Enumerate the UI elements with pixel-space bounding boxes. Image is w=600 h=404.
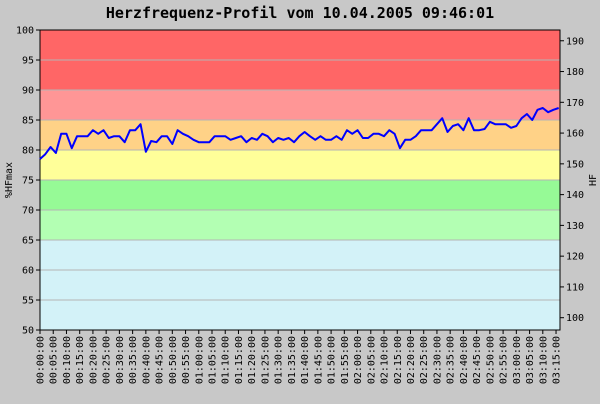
x-tick-label-6: 00:30:00 bbox=[115, 336, 126, 384]
y-tick-label-left-9: 95 bbox=[22, 56, 34, 67]
y-tick-label-left-6: 80 bbox=[22, 146, 34, 157]
x-tick-label-8: 00:40:00 bbox=[141, 336, 152, 384]
zone-band-2 bbox=[40, 180, 560, 210]
y-tick-label-left-7: 85 bbox=[22, 116, 34, 127]
zone-band-3 bbox=[40, 150, 560, 180]
x-tick-label-18: 01:30:00 bbox=[274, 336, 285, 384]
x-tick-label-13: 01:05:00 bbox=[208, 336, 219, 384]
y-tick-label-right-1: 110 bbox=[566, 282, 584, 293]
y-tick-label-left-8: 90 bbox=[22, 86, 34, 97]
x-tick-label-11: 00:55:00 bbox=[181, 336, 192, 384]
x-tick-label-32: 02:40:00 bbox=[459, 336, 470, 384]
y-ticks-right: 100 110 120 130 140 150 160 170 180 190 bbox=[560, 36, 584, 324]
x-tick-label-38: 03:10:00 bbox=[538, 336, 549, 384]
x-tick-label-7: 00:35:00 bbox=[128, 336, 139, 384]
zone-band-5 bbox=[40, 90, 560, 120]
y-tick-label-left-10: 100 bbox=[16, 26, 34, 37]
x-tick-label-3: 00:15:00 bbox=[75, 336, 86, 384]
y-tick-label-left-3: 65 bbox=[22, 236, 34, 247]
x-tick-label-26: 02:10:00 bbox=[380, 336, 391, 384]
x-tick-label-10: 00:50:00 bbox=[168, 336, 179, 384]
y-tick-label-left-0: 50 bbox=[22, 326, 34, 337]
zone-band-1 bbox=[40, 210, 560, 240]
x-tick-label-22: 01:50:00 bbox=[327, 336, 338, 384]
x-tick-label-21: 01:45:00 bbox=[313, 336, 324, 384]
y-tick-label-right-9: 190 bbox=[566, 36, 584, 47]
y-tick-label-left-2: 60 bbox=[22, 266, 34, 277]
x-tick-label-0: 00:00:00 bbox=[36, 336, 47, 384]
y-tick-label-right-0: 100 bbox=[566, 313, 584, 324]
y-axis-label-right: HF bbox=[588, 174, 599, 186]
x-tick-label-28: 02:20:00 bbox=[406, 336, 417, 384]
y-tick-label-right-3: 130 bbox=[566, 221, 584, 232]
x-tick-label-19: 01:35:00 bbox=[287, 336, 298, 384]
x-tick-label-2: 00:10:00 bbox=[62, 336, 73, 384]
line-layer bbox=[39, 107, 560, 160]
y-tick-label-right-4: 140 bbox=[566, 190, 584, 201]
x-tick-label-30: 02:30:00 bbox=[432, 336, 443, 384]
x-tick-label-33: 02:45:00 bbox=[472, 336, 483, 384]
x-tick-label-15: 01:15:00 bbox=[234, 336, 245, 384]
x-tick-label-14: 01:10:00 bbox=[221, 336, 232, 384]
y-tick-label-left-4: 70 bbox=[22, 206, 34, 217]
y-tick-label-left-1: 55 bbox=[22, 296, 34, 307]
x-tick-label-4: 00:20:00 bbox=[88, 336, 99, 384]
heart-rate-line bbox=[39, 107, 560, 160]
x-tick-label-27: 02:15:00 bbox=[393, 336, 404, 384]
x-tick-label-20: 01:40:00 bbox=[300, 336, 311, 384]
x-ticks: 00:00:00 00:05:00 00:10:00 00:15:00 00:20:00… bbox=[36, 330, 563, 384]
x-tick-label-25: 02:05:00 bbox=[366, 336, 377, 384]
x-tick-label-31: 02:35:00 bbox=[446, 336, 457, 384]
y-tick-label-right-7: 170 bbox=[566, 98, 584, 109]
x-tick-label-37: 03:05:00 bbox=[525, 336, 536, 384]
x-tick-label-29: 02:25:00 bbox=[419, 336, 430, 384]
y-tick-label-right-6: 160 bbox=[566, 129, 584, 140]
x-tick-label-12: 01:00:00 bbox=[194, 336, 205, 384]
x-tick-label-34: 02:50:00 bbox=[485, 336, 496, 384]
x-tick-label-23: 01:55:00 bbox=[340, 336, 351, 384]
y-tick-label-left-5: 75 bbox=[22, 176, 34, 187]
y-tick-label-right-8: 180 bbox=[566, 67, 584, 78]
y-ticks-left: 50 55 60 65 70 75 80 85 90 95 100 bbox=[16, 26, 40, 337]
x-tick-label-17: 01:25:00 bbox=[260, 336, 271, 384]
x-tick-label-39: 03:15:00 bbox=[552, 336, 563, 384]
y-tick-label-right-5: 150 bbox=[566, 159, 584, 170]
zone-band-0 bbox=[40, 240, 560, 330]
x-tick-label-35: 02:55:00 bbox=[499, 336, 510, 384]
x-tick-label-24: 02:00:00 bbox=[353, 336, 364, 384]
x-tick-label-5: 00:25:00 bbox=[102, 336, 113, 384]
x-tick-label-1: 00:05:00 bbox=[49, 336, 60, 384]
x-tick-label-36: 03:00:00 bbox=[512, 336, 523, 384]
y-axis-label-left: %HFmax bbox=[4, 162, 15, 198]
x-tick-label-9: 00:45:00 bbox=[155, 336, 166, 384]
y-tick-label-right-2: 120 bbox=[566, 252, 584, 263]
x-tick-label-16: 01:20:00 bbox=[247, 336, 258, 384]
chart-title: Herzfrequenz-Profil vom 10.04.2005 09:46… bbox=[106, 4, 494, 22]
